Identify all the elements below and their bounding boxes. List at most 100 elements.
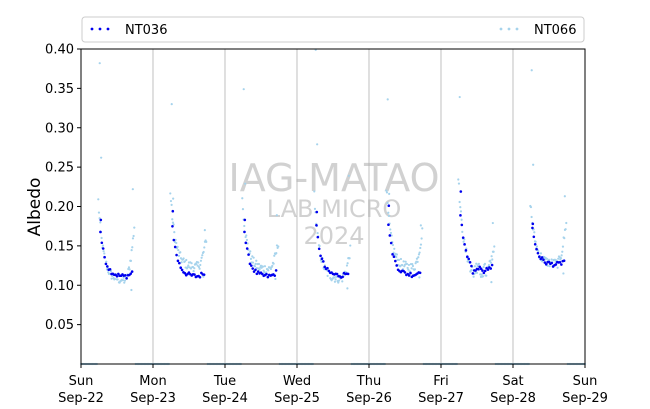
data-point-nt066 xyxy=(173,231,176,234)
data-point-nt066 xyxy=(195,262,198,266)
data-point-nt036 xyxy=(125,276,128,280)
data-point-nt066 xyxy=(101,244,105,247)
data-point-nt036 xyxy=(388,234,392,237)
data-point-nt066 xyxy=(490,255,493,258)
data-point-nt066 xyxy=(418,276,421,279)
data-point-nt066 xyxy=(345,264,349,267)
data-point-nt066 xyxy=(273,254,276,257)
data-point-nt066 xyxy=(385,191,389,194)
data-point-nt036 xyxy=(481,269,484,272)
data-point-nt066 xyxy=(257,262,261,266)
data-point-nt066 xyxy=(128,268,131,271)
data-point-nt066 xyxy=(413,268,417,271)
data-point-nt066 xyxy=(341,280,344,283)
data-point-nt066 xyxy=(253,265,257,268)
data-point-nt066 xyxy=(417,256,420,259)
data-point-nt036 xyxy=(99,218,103,222)
data-point-nt066 xyxy=(419,224,422,227)
data-point-nt066 xyxy=(201,254,204,257)
data-point-nt036 xyxy=(176,259,180,263)
data-point-nt066 xyxy=(170,203,173,207)
data-point-nt036 xyxy=(273,274,277,277)
data-point-nt066 xyxy=(489,261,493,264)
data-point-nt036 xyxy=(252,270,256,273)
data-point-nt066 xyxy=(111,274,114,278)
data-point-nt036 xyxy=(255,272,259,276)
x-tick-day: Thu xyxy=(356,374,381,389)
data-point-nt036 xyxy=(247,253,250,256)
data-point-nt036 xyxy=(460,223,464,227)
data-point-nt036 xyxy=(471,272,475,275)
data-point-nt066 xyxy=(175,241,178,245)
data-point-nt036 xyxy=(198,275,202,279)
data-point-nt066 xyxy=(547,258,551,261)
data-point-nt066 xyxy=(415,257,419,260)
data-point-nt036 xyxy=(261,272,264,276)
x-tick-date: Sep-28 xyxy=(490,391,536,406)
data-point-nt036 xyxy=(463,243,466,246)
data-point-nt066 xyxy=(401,264,404,267)
data-point-nt066 xyxy=(458,95,461,99)
data-point-nt066 xyxy=(116,278,119,281)
data-point-nt036 xyxy=(550,261,554,265)
data-point-nt066 xyxy=(251,261,255,264)
data-point-nt066 xyxy=(565,221,568,225)
y-tick-label: 0.05 xyxy=(45,318,74,333)
data-point-nt066 xyxy=(98,62,101,65)
data-point-nt036 xyxy=(532,235,536,239)
data-point-nt066 xyxy=(470,268,473,272)
data-point-nt066 xyxy=(190,262,193,265)
data-point-nt066 xyxy=(241,197,244,200)
x-tick-day: Mon xyxy=(139,374,166,389)
data-point-nt066 xyxy=(410,267,413,270)
data-point-nt066 xyxy=(487,263,491,267)
data-point-nt036 xyxy=(243,218,247,222)
legend: NT036 NT066 xyxy=(81,16,585,43)
data-point-nt036 xyxy=(489,267,493,270)
data-point-nt036 xyxy=(108,267,112,271)
data-point-nt066 xyxy=(172,223,175,226)
data-point-nt066 xyxy=(458,200,461,204)
data-point-nt036 xyxy=(123,273,127,277)
data-point-nt066 xyxy=(385,189,388,192)
data-point-nt066 xyxy=(529,205,533,209)
data-point-nt066 xyxy=(275,214,278,217)
data-point-nt066 xyxy=(131,188,134,191)
data-point-nt066 xyxy=(199,263,202,267)
data-point-nt066 xyxy=(457,182,461,185)
data-point-nt036 xyxy=(536,251,540,255)
data-point-nt066 xyxy=(387,211,390,214)
data-point-nt066 xyxy=(249,257,253,260)
data-point-nt066 xyxy=(411,264,415,268)
data-point-nt036 xyxy=(117,272,120,276)
data-point-nt066 xyxy=(200,256,203,259)
y-tick-label: 0.10 xyxy=(45,279,74,294)
data-point-nt066 xyxy=(485,274,488,277)
data-point-nt066 xyxy=(475,262,478,265)
data-point-nt066 xyxy=(242,88,245,91)
data-point-nt066 xyxy=(241,207,245,211)
data-point-nt066 xyxy=(177,249,180,252)
data-point-nt066 xyxy=(271,264,274,267)
data-point-nt066 xyxy=(405,262,409,266)
data-point-nt066 xyxy=(258,268,261,271)
x-tick-date: Sep-27 xyxy=(418,391,464,406)
data-point-nt066 xyxy=(563,195,566,198)
data-point-nt036 xyxy=(394,259,397,263)
data-point-nt066 xyxy=(389,231,393,235)
data-point-nt066 xyxy=(530,69,533,72)
y-tick-label: 0.30 xyxy=(45,121,74,136)
data-point-nt066 xyxy=(326,274,329,278)
data-point-nt036 xyxy=(538,255,541,259)
data-point-nt036 xyxy=(482,271,486,275)
data-point-nt066 xyxy=(411,262,414,266)
data-point-nt066 xyxy=(180,261,183,264)
data-point-nt066 xyxy=(530,215,533,219)
x-tick-date: Sep-24 xyxy=(202,391,248,406)
data-point-nt066 xyxy=(133,226,136,229)
data-point-nt036 xyxy=(392,255,396,259)
data-point-nt066 xyxy=(402,260,405,263)
data-point-nt036 xyxy=(104,262,108,266)
data-point-nt066 xyxy=(267,269,270,272)
x-tick-day: Sun xyxy=(69,374,94,389)
